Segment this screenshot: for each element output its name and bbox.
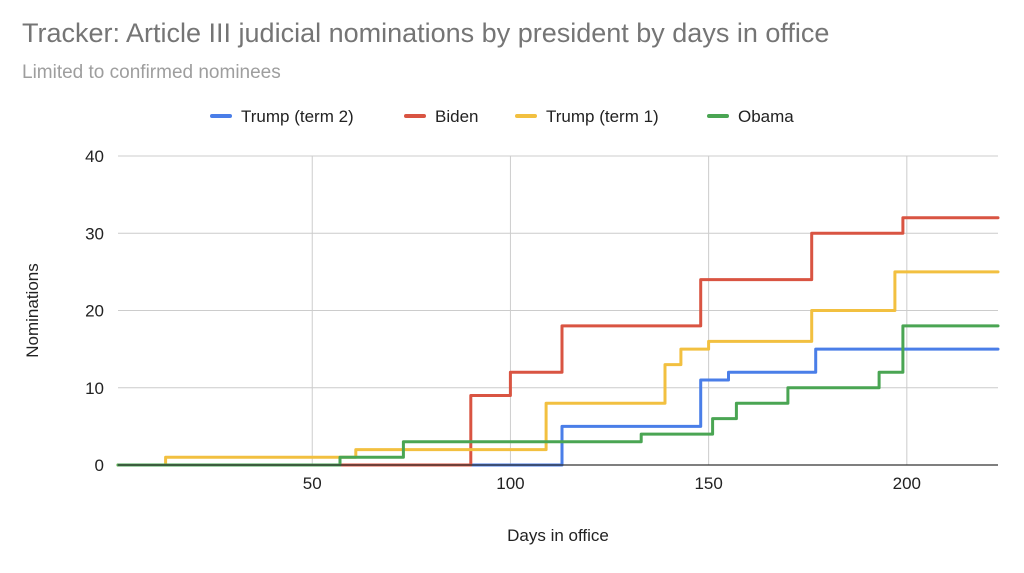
series-line-biden	[116, 216, 1000, 467]
series-group	[116, 216, 1000, 467]
legend-label: Biden	[435, 107, 478, 126]
chart-subtitle: Limited to confirmed nominees	[22, 62, 281, 83]
x-axis-title: Days in office	[507, 526, 609, 545]
series-line-trump-term-1	[116, 270, 1000, 467]
y-tick-label: 10	[85, 379, 104, 398]
legend-item-trump-term-1: Trump (term 1)	[515, 107, 659, 126]
legend-item-obama: Obama	[707, 107, 794, 126]
legend-item-trump-term-2: Trump (term 2)	[210, 107, 354, 126]
legend-label: Trump (term 1)	[546, 107, 659, 126]
x-tick-label: 100	[496, 474, 524, 493]
y-tick-label: 0	[95, 456, 104, 475]
y-tick-label: 20	[85, 302, 104, 321]
y-tick-labels: 0 10 20 30 40	[85, 147, 104, 475]
chart-title: Tracker: Article III judicial nomination…	[22, 18, 830, 48]
x-tick-labels: 50 100 150 200	[303, 474, 921, 493]
legend-label: Obama	[738, 107, 794, 126]
y-axis-title: Nominations	[23, 263, 42, 358]
x-tick-label: 150	[694, 474, 722, 493]
series-line-obama	[116, 324, 1000, 467]
y-tick-label: 40	[85, 147, 104, 166]
legend-label: Trump (term 2)	[241, 107, 354, 126]
x-tick-label: 200	[893, 474, 921, 493]
legend: Trump (term 2) Biden Trump (term 1) Obama	[210, 107, 794, 126]
y-tick-label: 30	[85, 224, 104, 243]
series-line-trump-term-2	[116, 347, 1000, 467]
x-tick-label: 50	[303, 474, 322, 493]
legend-item-biden: Biden	[404, 107, 478, 126]
